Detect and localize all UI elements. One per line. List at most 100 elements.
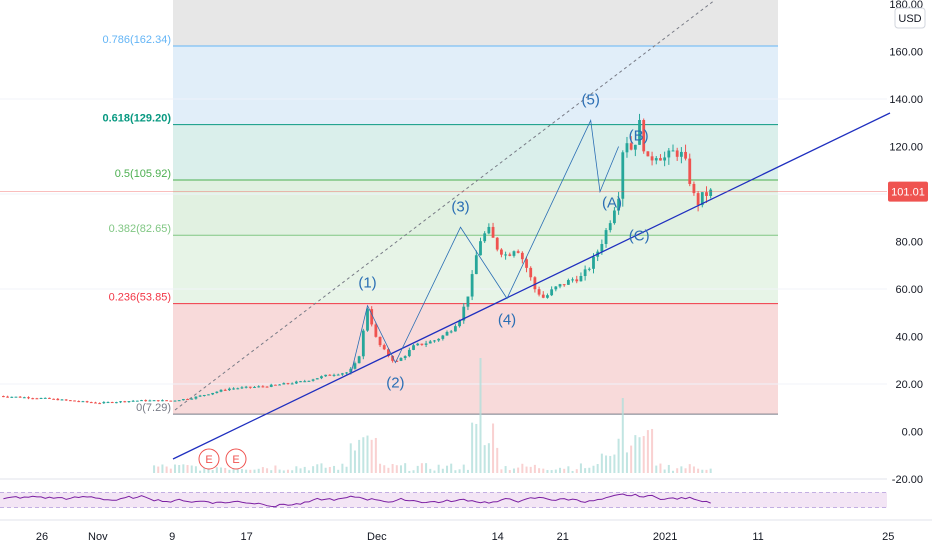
- x-tick-label: Dec: [367, 531, 387, 543]
- candle-body: [169, 400, 173, 402]
- rsi-pane: [0, 491, 932, 521]
- candle-body: [705, 192, 708, 196]
- elliott-wave-labels: (1) (2) (3) (4) (5) (A) (B) (C): [358, 91, 649, 391]
- x-tick-label: 11: [752, 531, 763, 543]
- candle-body: [56, 398, 60, 401]
- volume-bar: [596, 464, 599, 473]
- candle-body: [479, 241, 482, 256]
- volume-bar: [395, 465, 398, 473]
- fib-label-0.618: 0.618(129.20): [103, 113, 172, 125]
- candle-body: [68, 400, 72, 402]
- candle-body: [48, 397, 51, 399]
- candle-body: [437, 338, 441, 341]
- candle-body: [650, 156, 654, 161]
- candle-body: [378, 336, 382, 346]
- candle-body: [332, 374, 336, 376]
- volume-bar: [579, 463, 582, 473]
- candle-body: [667, 150, 671, 158]
- volume-bar: [517, 467, 520, 473]
- volume-bar: [446, 465, 449, 473]
- candle-body: [537, 289, 541, 295]
- candle-body: [265, 386, 269, 388]
- candle-body: [152, 400, 156, 402]
- volume-bar: [303, 466, 306, 473]
- volume-bar: [680, 466, 683, 473]
- price-axis[interactable]: 180.00160.00140.00120.00100.0080.0060.00…: [888, 0, 928, 486]
- candle-body: [223, 389, 227, 391]
- candle-body: [407, 349, 411, 357]
- volume-bar: [651, 428, 654, 473]
- candle-body: [487, 226, 491, 234]
- candle-body: [140, 400, 143, 402]
- volume-bar: [688, 464, 691, 473]
- volume-bar: [328, 466, 331, 473]
- volume-bar: [190, 465, 193, 473]
- volume-bar: [266, 468, 269, 473]
- volume-bar: [567, 466, 570, 473]
- volume-bar: [312, 466, 315, 473]
- volume-bar: [563, 468, 566, 473]
- volume-bar: [433, 470, 436, 473]
- candle-body: [679, 151, 683, 157]
- volume-bar: [425, 463, 428, 473]
- candle-body: [638, 120, 641, 145]
- volume-bar: [370, 439, 373, 473]
- candle-body: [123, 401, 127, 403]
- volume-bar: [173, 464, 176, 473]
- candle-body: [466, 296, 470, 307]
- fib-label-0: 0(7.29): [136, 402, 171, 414]
- volume-bar: [546, 470, 549, 473]
- candle-body: [119, 401, 122, 403]
- candle-body: [324, 374, 328, 377]
- volume-bar: [270, 470, 273, 473]
- x-tick-label: Nov: [88, 531, 108, 543]
- x-tick-label: 21: [557, 531, 569, 543]
- volume-bar: [333, 465, 336, 473]
- candle-body: [424, 343, 428, 345]
- candle-body: [257, 386, 261, 388]
- candle-body: [554, 286, 558, 290]
- candle-body: [198, 395, 202, 397]
- drawing-lines: [0, 0, 891, 460]
- volume-bar: [588, 467, 591, 473]
- volume-bar: [613, 454, 616, 473]
- volume-bar: [194, 466, 197, 473]
- candle-body: [60, 399, 64, 401]
- volume-bar: [383, 465, 386, 473]
- candle-body: [43, 397, 47, 399]
- candle-body: [307, 380, 311, 382]
- candle-body: [709, 189, 713, 196]
- volume-bar: [492, 423, 495, 473]
- candle-body: [211, 392, 215, 395]
- volume-bar: [215, 467, 218, 473]
- candle-body: [261, 386, 265, 388]
- candle-body: [675, 150, 679, 157]
- volume-bar: [487, 443, 490, 473]
- volume-bar: [316, 464, 319, 473]
- volume-bar: [416, 465, 419, 473]
- candle-body: [345, 372, 348, 374]
- volume-bar: [161, 464, 164, 473]
- candle-body: [399, 358, 403, 361]
- candle-body: [525, 259, 528, 268]
- candle-body: [10, 396, 14, 398]
- volume-bar: [605, 455, 608, 473]
- candle-body: [311, 379, 315, 381]
- candle-body: [608, 223, 612, 231]
- candle-body: [512, 251, 516, 256]
- candle-body: [449, 331, 453, 333]
- y-tick-label: 160.00: [889, 47, 923, 59]
- candle-body: [500, 249, 503, 255]
- candle-body: [227, 388, 231, 391]
- volume-bar: [186, 465, 189, 473]
- time-axis[interactable]: 26 Nov 9 17 Dec 14 21 2021 11 25: [36, 531, 895, 543]
- candle-body: [232, 388, 235, 390]
- candle-body: [190, 398, 194, 400]
- candle-body: [663, 157, 667, 161]
- candle-body: [106, 402, 110, 404]
- fib-label-0.786: 0.786(162.34): [103, 34, 172, 46]
- candle-body: [587, 268, 591, 270]
- y-tick-label: 0.00: [902, 427, 923, 439]
